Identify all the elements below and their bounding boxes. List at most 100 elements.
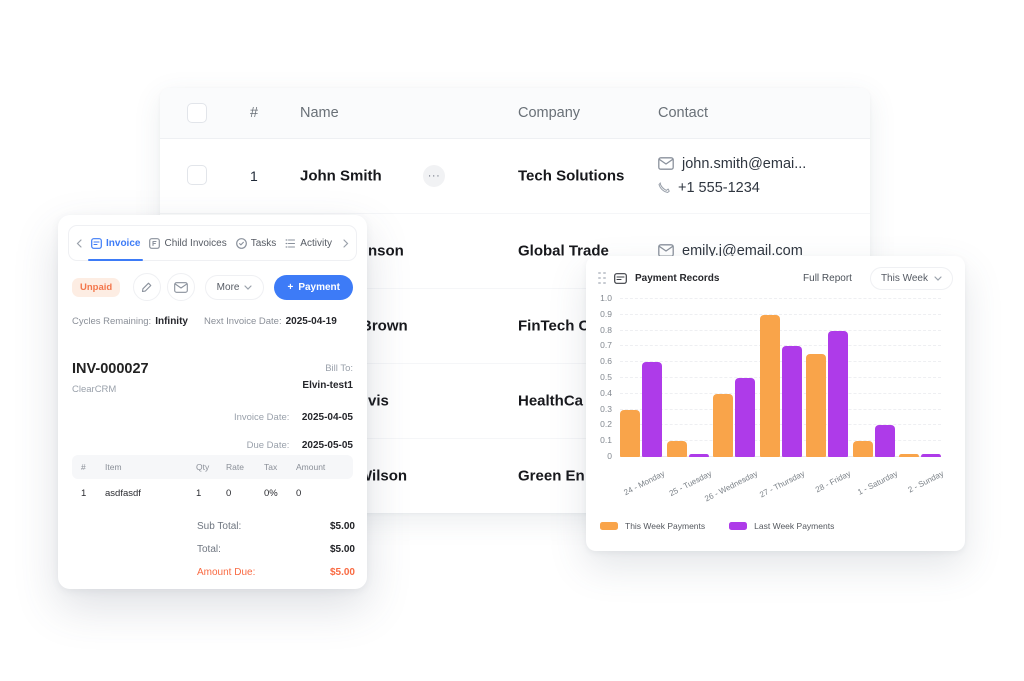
legend-item[interactable]: Last Week Payments [729,521,834,531]
chart-title: Payment Records [635,272,720,284]
row-number: 1 [250,167,258,184]
drag-handle-icon[interactable] [598,271,606,285]
contact-cell: john.smith@emai... +1 555-1234 [658,156,806,196]
send-email-button[interactable] [166,273,195,301]
y-tick-label: 0.5 [600,372,612,382]
contact-name-fragment: nson [368,242,404,259]
subtotal-label: Sub Total: [197,521,242,532]
gridline [620,424,941,426]
legend-label: Last Week Payments [754,521,835,531]
bar-group [759,314,802,457]
invoice-from: ClearCRM [72,384,117,395]
tab-tasks[interactable]: Tasks [235,226,277,260]
gridline [620,408,941,410]
tabs-scroll-left-icon[interactable] [76,238,82,248]
items-col-qty: Qty [196,462,210,472]
select-all-checkbox[interactable] [187,103,207,123]
bar-last-week-payments [921,453,941,457]
item-qty: 1 [196,488,202,499]
tab-invoice[interactable]: Invoice [87,226,144,261]
bar-this-week-payments [713,393,733,457]
payment-records-icon [614,272,627,284]
subtotal-value: $5.00 [329,521,355,532]
items-col-tax: Tax [264,462,278,472]
tabs-scroll-right-icon[interactable] [343,238,349,248]
invoice-totals: Sub Total: $5.00 Total: $5.00 Amount Due… [197,521,355,590]
bar-last-week-payments [642,362,662,457]
bar-group [713,378,755,457]
x-tick-label: 28 - Friday [813,469,853,495]
more-label: More [216,281,240,293]
legend-swatch [729,522,748,530]
tab-label: Invoice [106,237,141,249]
column-header-name: Name [300,105,339,121]
y-tick-label: 0.2 [600,419,612,430]
contact-name-fragment: vis [368,392,389,409]
bar-this-week-payments [620,409,640,457]
bar-last-week-payments [828,330,848,457]
bar-last-week-payments [688,453,709,457]
column-header-company: Company [518,105,581,121]
bar-group [806,330,848,457]
activity-tab-icon [285,238,296,248]
invoice-actions: Unpaid More + Payment [72,273,353,301]
full-report-link[interactable]: Full Report [803,272,852,284]
bill-to-value: Elvin-test1 [302,380,353,391]
items-col-number: # [81,462,86,472]
table-row[interactable]: Brown FinTech C [160,288,870,364]
legend-item[interactable]: This Week Payments [600,521,705,531]
range-selector[interactable]: This Week [869,266,953,290]
tab-label: Tasks [250,237,277,249]
bar-groups [620,314,941,457]
due-date-value: 2025-05-05 [301,440,353,451]
tab-activity[interactable]: Activity [285,226,332,260]
x-tick-label: 1 - Saturday [855,469,899,497]
cycles-remaining-label: Cycles Remaining: [72,316,152,327]
invoice-panel: Invoice Child Invoices Tasks Activity Un… [58,215,367,589]
more-menu-button[interactable]: More [204,274,265,300]
item-number: 1 [81,488,87,499]
pencil-icon [142,282,152,293]
company-name: Global Trade [518,242,609,259]
bar-this-week-payments [899,453,919,457]
gridline [620,298,941,299]
bar-group [666,441,709,457]
invoice-date-value: 2025-04-05 [301,412,353,423]
chart-legend: This Week Payments Last Week Payments [600,521,834,531]
row-actions-button[interactable]: ··· [423,164,445,187]
y-tick-label: 0 [607,451,612,461]
table-row[interactable]: Wilson Green En [160,438,870,513]
amount-due-label: Amount Due: [197,567,256,578]
contact-email: emily.j@email.com [682,242,803,259]
invoice-date-label: Invoice Date: [233,412,290,423]
chevron-down-icon [934,275,942,281]
tasks-tab-icon [235,237,247,249]
bar-group [899,453,941,457]
legend-label: This Week Payments [625,521,706,531]
row-checkbox[interactable] [187,165,207,185]
chart-plot [620,298,941,457]
items-row: 1 asdfasdf 1 0 0% 0 [72,479,353,506]
bar-group [852,425,895,457]
bar-last-week-payments [781,346,802,457]
gridline [620,313,941,315]
table-row[interactable]: nson Global Trade emily.j@email.com [160,213,870,289]
add-payment-button[interactable]: + Payment [274,274,353,300]
subtotal-row: Sub Total: $5.00 [197,521,355,532]
table-row[interactable]: vis HealthCa [160,363,870,439]
item-rate: 0 [226,488,232,499]
x-tick-label: 2 - Sunday [906,469,946,495]
items-col-item: Item [105,462,122,472]
cycles-remaining-value: Infinity [155,316,188,327]
edit-button[interactable] [133,273,162,301]
tab-label: Activity [300,237,332,249]
bill-to-label: Bill To: [325,363,353,374]
table-row[interactable]: 1 John Smith ··· Tech Solutions john.smi… [160,138,870,214]
invoice-tab-icon [91,237,102,249]
amount-due-value: $5.00 [329,567,355,578]
contact-email: john.smith@emai... [682,155,807,172]
plus-icon: + [287,281,294,293]
tab-child-invoices[interactable]: Child Invoices [149,226,227,260]
column-header-contact: Contact [658,105,708,121]
x-tick-label: 27 - Thursday [757,469,806,500]
